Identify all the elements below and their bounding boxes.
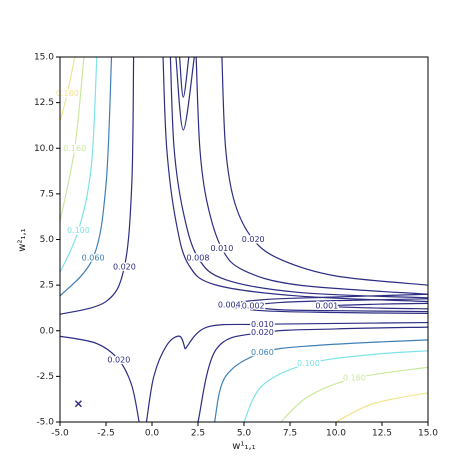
x-tick-label: 12.5 — [372, 429, 392, 439]
contour-line — [197, 326, 428, 422]
y-tick-label: 5.0 — [40, 235, 55, 245]
contour-line — [252, 298, 428, 313]
y-tick-label: 12.5 — [34, 98, 54, 108]
x-tick-label: -2.5 — [97, 429, 115, 439]
y-tick-label: 10.0 — [34, 144, 54, 154]
contour-line — [145, 335, 186, 422]
contour-line — [326, 302, 428, 310]
contour-line — [60, 335, 140, 422]
y-tick-label: -5.0 — [36, 418, 54, 428]
contour-label: 0.002 — [242, 302, 265, 311]
contour-label: 0.020 — [251, 328, 274, 337]
contour-line — [179, 57, 190, 98]
contour-line — [280, 366, 428, 422]
contour-line — [213, 339, 428, 422]
contour-line — [175, 57, 195, 131]
marker — [74, 400, 82, 408]
contour-label: 0.010 — [251, 320, 274, 329]
contour-label: 0.010 — [210, 244, 233, 253]
contour-label: 0.001 — [315, 302, 338, 311]
contour-label: 0.060 — [251, 348, 274, 357]
contour-line — [184, 321, 428, 350]
contour-label: 0.100 — [297, 359, 320, 368]
y-tick-label: 2.5 — [40, 281, 54, 291]
contour-label: 0.160 — [63, 144, 86, 153]
contour-label: 0.008 — [187, 253, 210, 262]
y-tick-label: -2.5 — [36, 372, 54, 382]
y-tick-label: 7.5 — [40, 189, 54, 199]
contour-label: 0.004 — [218, 301, 241, 310]
contour-label: 0.020 — [107, 355, 130, 364]
contour-line — [60, 57, 135, 315]
contour-label: 0.180 — [56, 89, 79, 98]
y-tick-label: 15.0 — [34, 53, 54, 63]
contour-label: 0.060 — [82, 253, 105, 262]
x-tick-label: 2.5 — [191, 429, 205, 439]
contour-label: 0.020 — [113, 262, 136, 271]
contour-label: 0.020 — [242, 235, 265, 244]
contour-line — [228, 293, 428, 315]
contour-line — [60, 57, 113, 297]
contour-label: 0.160 — [343, 374, 366, 383]
x-tick-label: 7.5 — [283, 429, 297, 439]
contour-line — [60, 57, 98, 273]
contour-line — [169, 57, 428, 299]
contour-line — [221, 57, 428, 286]
x-tick-label: 0.0 — [145, 429, 160, 439]
contour-line — [335, 392, 428, 422]
x-tick-label: 15.0 — [418, 429, 438, 439]
x-tick-label: 10.0 — [326, 429, 346, 439]
x-tick-label: -5.0 — [51, 429, 69, 439]
x-axis-label: w¹₁,₁ — [232, 441, 255, 452]
contour-line — [243, 350, 428, 422]
contour-line — [195, 57, 428, 295]
x-tick-label: 5.0 — [237, 429, 252, 439]
y-axis-label: w²₁,₁ — [17, 228, 28, 251]
y-tick-label: 0.0 — [40, 326, 55, 336]
contour-line — [60, 57, 85, 222]
contour-label: 0.100 — [67, 226, 90, 235]
contour-line — [60, 57, 76, 122]
